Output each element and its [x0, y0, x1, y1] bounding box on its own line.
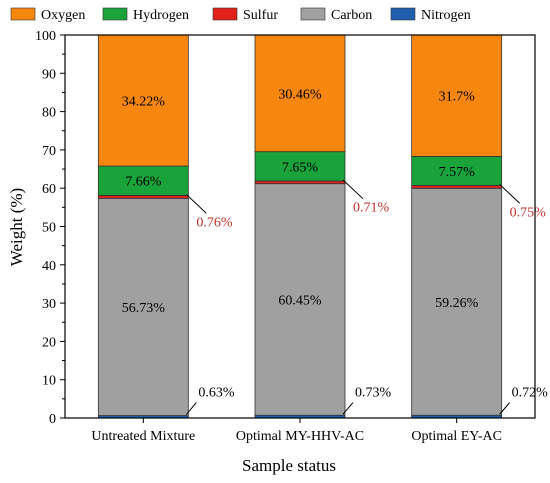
data-label-sulfur: 0.71% [353, 201, 390, 216]
bar-segment-hydrogen-untreated-mixture [97, 165, 189, 196]
legend-label-hydrogen: Hydrogen [133, 8, 189, 23]
legend-swatch-hydrogen [102, 7, 128, 21]
y-tick-label: 30 [42, 297, 56, 312]
data-label-nitrogen: 0.63% [198, 386, 235, 401]
legend-label-sulfur: Sulfur [243, 8, 278, 23]
data-label-hydrogen: 7.66% [125, 175, 162, 190]
legend-swatch-nitrogen [390, 7, 416, 21]
bar-segment-oxygen-optimal-ey-ac [411, 34, 503, 157]
legend-swatch-oxygen [10, 7, 36, 21]
bar-segment-carbon-optimal-my-hhv-ac [254, 183, 346, 416]
x-tick-label: Untreated Mixture [91, 429, 195, 444]
data-label-hydrogen: 7.65% [282, 160, 319, 175]
y-tick-label: 50 [42, 221, 56, 236]
legend-swatch-sulfur [212, 7, 238, 21]
x-axis: Untreated Mixture Optimal MY-HHV-AC Optima… [91, 418, 502, 444]
label-leader-line [185, 402, 197, 415]
data-label-oxygen: 30.46% [278, 87, 322, 102]
bar-segment-sulfur-untreated-mixture [97, 195, 189, 199]
bar-segment-hydrogen-optimal-ey-ac [411, 156, 503, 186]
y-tick-label: 70 [42, 144, 56, 159]
data-label-sulfur: 0.76% [196, 215, 233, 230]
data-label-nitrogen: 0.73% [355, 386, 392, 401]
legend-label-oxygen: Oxygen [41, 8, 85, 23]
y-tick-label: 90 [42, 67, 56, 82]
bar-segment-oxygen-untreated-mixture [97, 34, 189, 167]
bar-segment-hydrogen-optimal-my-hhv-ac [254, 151, 346, 182]
y-tick-label: 40 [42, 259, 56, 274]
data-label-nitrogen: 0.72% [512, 386, 548, 401]
legend-swatch-carbon [300, 7, 326, 21]
data-label-oxygen: 31.7% [439, 90, 476, 105]
label-leader-line [499, 184, 521, 204]
label-leader-line [185, 194, 207, 214]
bar-segment-oxygen-optimal-my-hhv-ac [254, 34, 346, 153]
legend-label-carbon: Carbon [331, 8, 372, 23]
x-tick-label: Optimal EY-AC [411, 429, 502, 444]
y-tick-label: 100 [35, 29, 56, 44]
x-tick-label: Optimal MY-HHV-AC [236, 429, 364, 444]
y-tick-label: 0 [49, 412, 56, 427]
legend-label-nitrogen: Nitrogen [421, 8, 471, 23]
y-tick-label: 60 [42, 182, 56, 197]
data-label-carbon: 60.45% [278, 293, 322, 308]
data-label-oxygen: 34.22% [122, 95, 166, 110]
data-label-sulfur: 0.75% [510, 205, 546, 220]
data-label-carbon: 59.26% [435, 296, 479, 311]
bar-segment-carbon-optimal-ey-ac [411, 187, 503, 416]
legend: Oxygen Hydrogen Sulfur Carbon Nitrogen [10, 7, 471, 23]
bar-segment-sulfur-optimal-ey-ac [411, 185, 503, 189]
data-label-carbon: 56.73% [122, 301, 166, 316]
x-axis-title: Sample status [242, 456, 336, 475]
label-leader-line [499, 402, 511, 415]
bar-segment-sulfur-optimal-my-hhv-ac [254, 180, 346, 185]
y-tick-label: 20 [42, 335, 56, 350]
y-tick-label: 80 [42, 106, 56, 121]
data-label-hydrogen: 7.57% [439, 165, 476, 180]
y-axis-title: Weight (%) [7, 188, 26, 266]
label-leader-line [342, 402, 354, 415]
plot-area: 0.63% 56.73% 0.76% 7.66% 34.22% 0.73% 60.45% 0.… [97, 34, 548, 419]
label-leader-line [342, 179, 364, 200]
bar-segment-carbon-untreated-mixture [97, 197, 189, 416]
y-tick-label: 10 [42, 374, 56, 389]
